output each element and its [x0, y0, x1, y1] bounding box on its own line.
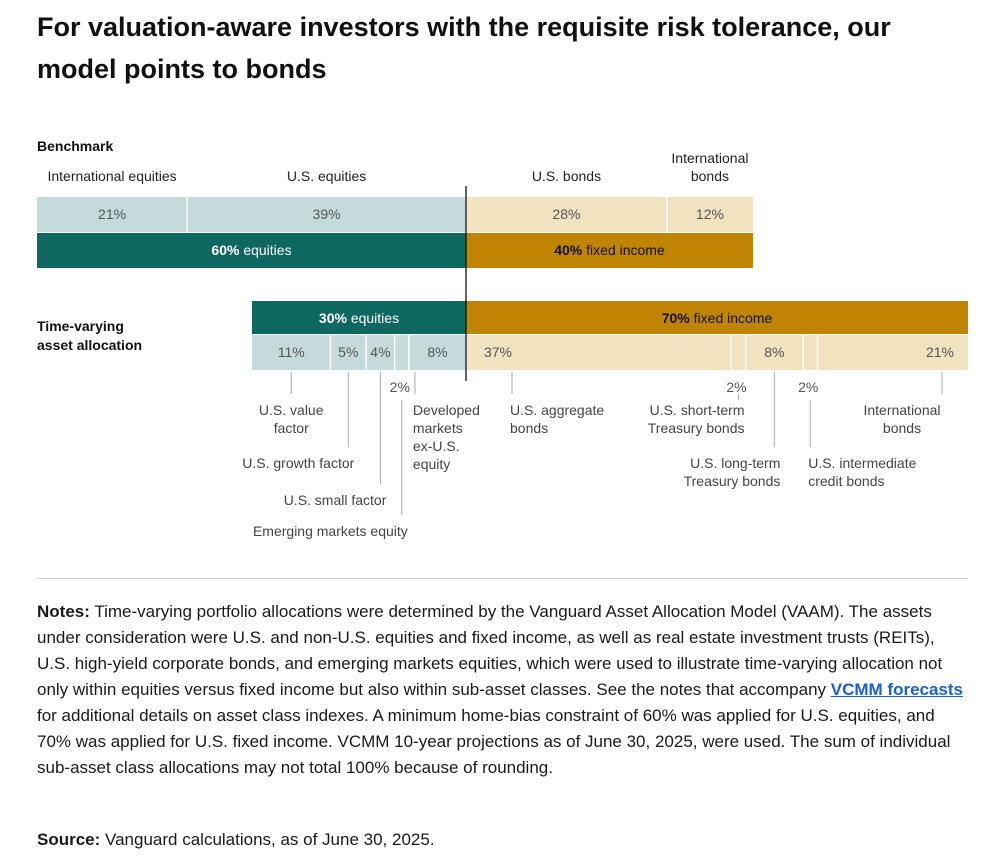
time-varying-label: Time-varying: [37, 318, 124, 334]
callout-label: U.S. small factor: [284, 492, 387, 508]
callout-label: U.S. long-term: [690, 455, 780, 471]
callout-label: Emerging markets equity: [253, 523, 408, 539]
benchmark-label: Benchmark: [37, 138, 113, 154]
benchmark-pct-label: 39%: [313, 206, 341, 222]
callout-label: U.S. short-term: [650, 402, 745, 418]
benchmark-segment-3: [466, 197, 667, 232]
callout-label: U.S. value: [259, 402, 324, 418]
callout-label: International: [863, 402, 940, 418]
chart-title: For valuation-aware investors with the r…: [37, 12, 891, 84]
benchmark-category-label: U.S. bonds: [532, 168, 601, 184]
time-varying-pct-label: 21%: [926, 344, 954, 360]
benchmark-category-label: International: [671, 150, 748, 166]
source-text: Vanguard calculations, as of June 30, 20…: [100, 830, 435, 849]
time-varying-pct-label-below: 2%: [390, 379, 410, 395]
time-varying-segment-6: [466, 335, 732, 370]
time-varying-pct-label: 8%: [427, 344, 447, 360]
benchmark-category-label: U.S. equities: [287, 168, 366, 184]
time-varying-pct-label: 37%: [484, 344, 512, 360]
time-varying-label: asset allocation: [37, 337, 142, 353]
callout-label: bonds: [510, 420, 548, 436]
time-varying-segment-1: [252, 335, 331, 370]
time-varying-pct-label: 8%: [764, 344, 784, 360]
callout-label: markets: [413, 420, 463, 436]
benchmark-fixed-income-total-label: 40% fixed income: [554, 242, 665, 258]
allocation-chart: Benchmark 21% 39% 28% 12% International equit…: [37, 138, 968, 539]
benchmark-pct-label: 12%: [696, 206, 724, 222]
callout-label: bonds: [883, 420, 921, 436]
notes-label: Notes:: [37, 602, 90, 621]
vcmm-forecasts-link[interactable]: VCMM forecasts: [830, 680, 964, 699]
notes-paragraph: Notes: Time-varying portfolio allocation…: [37, 599, 972, 781]
benchmark-fixed-income-total-bar: [466, 233, 753, 268]
callout-label: U.S. growth factor: [242, 455, 354, 471]
benchmark-category-label: bonds: [691, 168, 729, 184]
time-varying-segment-9: [803, 335, 818, 370]
benchmark-segment-1: [37, 197, 188, 232]
callout-label: U.S. intermediate: [808, 455, 916, 471]
time-varying-segment-4: [394, 335, 409, 370]
callout-label: Treasury bonds: [648, 420, 745, 436]
time-varying-segment-10: [817, 335, 968, 370]
benchmark-pct-label: 21%: [98, 206, 126, 222]
time-varying-pct-label: 5%: [338, 344, 358, 360]
time-varying-pct-label-below: 2%: [798, 379, 818, 395]
benchmark-pct-label: 28%: [552, 206, 580, 222]
time-varying-segment-7: [731, 335, 746, 370]
benchmark-equities-total-bar: [37, 233, 466, 268]
time-varying-fixed-income-total-label: 70% fixed income: [662, 310, 773, 326]
time-varying-pct-label-below: 2%: [726, 379, 746, 395]
callout-label: Treasury bonds: [684, 473, 781, 489]
time-varying-pct-label: 4%: [370, 344, 390, 360]
time-varying-pct-label: 11%: [278, 344, 305, 360]
time-varying-segment-8: [745, 335, 804, 370]
callout-label: U.S. aggregate: [510, 402, 604, 418]
notes-text-before-link: Time-varying portfolio allocations were …: [37, 602, 943, 699]
time-varying-segment-3: [366, 335, 395, 370]
section-divider: [37, 578, 968, 579]
time-varying-equities-total-label: 30% equities: [319, 310, 399, 326]
callout-label: factor: [274, 420, 309, 436]
time-varying-fixed-income-total-bar: [466, 301, 968, 334]
benchmark-segment-2: [187, 197, 466, 232]
source-label: Source:: [37, 830, 101, 849]
time-varying-equities-total-bar: [252, 301, 466, 334]
callout-label: equity: [413, 456, 450, 472]
source-line: Source: Vanguard calculations, as of Jun…: [37, 827, 435, 853]
callout-label: credit bonds: [808, 473, 884, 489]
benchmark-equities-total-label: 60% equities: [211, 242, 291, 258]
callout-label: Developed: [413, 402, 480, 418]
benchmark-category-label: International equities: [47, 168, 176, 184]
callout-label: ex-U.S.: [413, 438, 460, 454]
time-varying-segment-2: [330, 335, 367, 370]
time-varying-segment-5: [408, 335, 466, 370]
benchmark-segment-4: [666, 197, 753, 232]
notes-text-after-link: for additional details on asset class in…: [37, 706, 951, 777]
